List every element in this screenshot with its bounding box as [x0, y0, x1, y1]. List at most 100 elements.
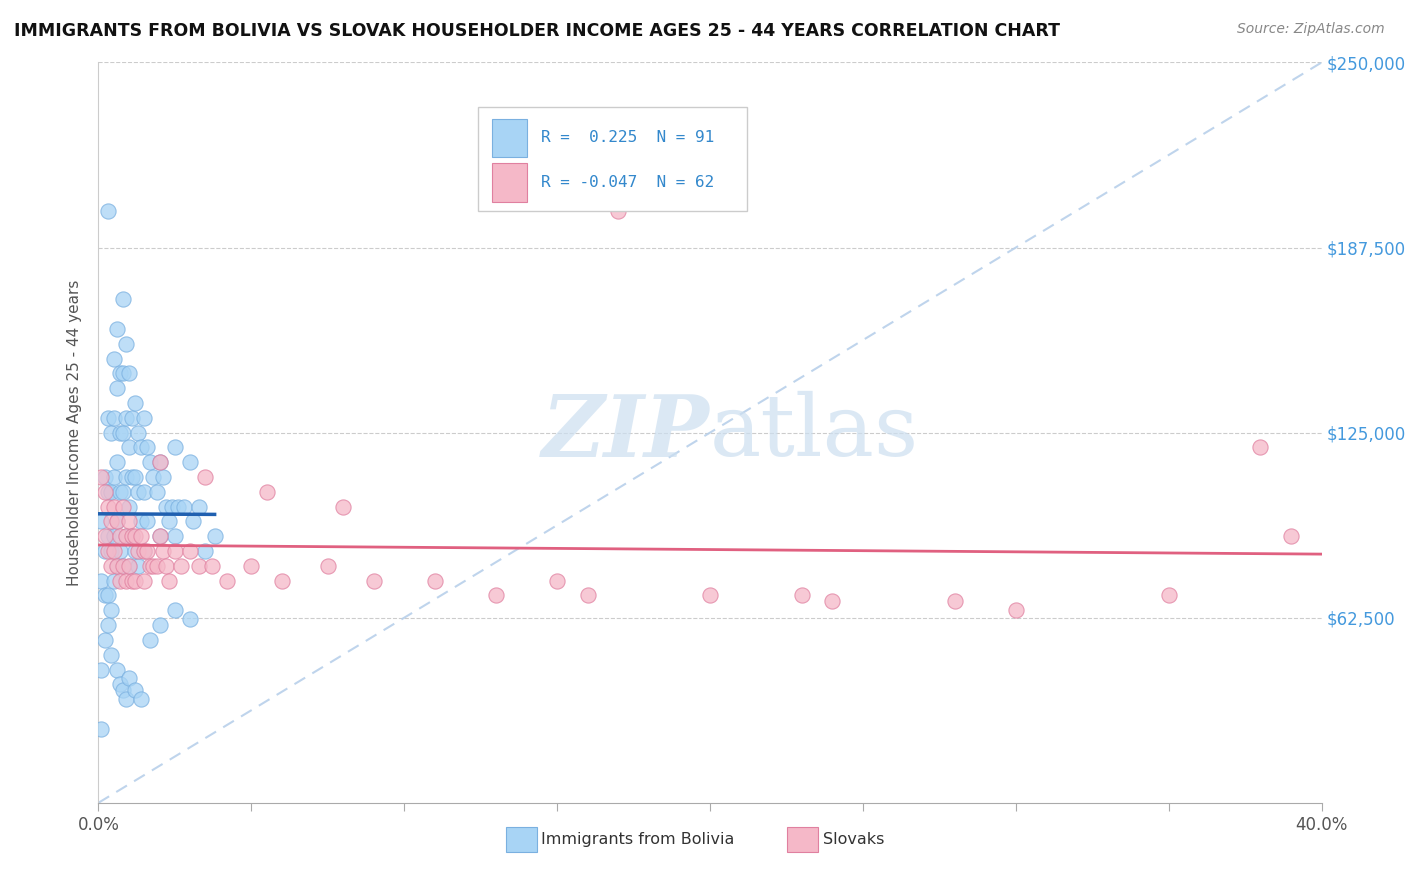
Point — [129, 692, 152, 706]
Point — [100, 425, 122, 440]
Point — [121, 574, 143, 588]
Point — [100, 515, 122, 529]
Point — [90, 515, 112, 529]
Point — [108, 425, 131, 440]
Text: Slovaks: Slovaks — [823, 832, 884, 847]
Point — [118, 558, 141, 573]
Point — [90, 663, 112, 677]
Point — [118, 500, 141, 514]
Point — [145, 484, 167, 499]
Point — [93, 544, 115, 558]
Point — [103, 529, 125, 543]
Point — [108, 484, 131, 499]
Point — [121, 529, 143, 543]
Point — [943, 594, 966, 608]
Point — [149, 529, 172, 543]
Text: R = -0.047  N = 62: R = -0.047 N = 62 — [541, 175, 714, 190]
Y-axis label: Householder Income Ages 25 - 44 years: Householder Income Ages 25 - 44 years — [67, 279, 83, 586]
Point — [118, 441, 141, 455]
Point — [179, 612, 201, 626]
Point — [136, 441, 159, 455]
Point — [105, 515, 128, 529]
Point — [93, 484, 115, 499]
Point — [115, 692, 138, 706]
Point — [103, 574, 125, 588]
Point — [129, 515, 152, 529]
Point — [124, 470, 146, 484]
Point — [699, 589, 721, 603]
Point — [103, 470, 125, 484]
Text: R =  0.225  N = 91: R = 0.225 N = 91 — [541, 130, 714, 145]
Point — [1004, 603, 1026, 617]
Point — [108, 544, 131, 558]
Point — [155, 500, 177, 514]
Point — [103, 500, 125, 514]
Point — [152, 544, 174, 558]
Text: Source: ZipAtlas.com: Source: ZipAtlas.com — [1237, 22, 1385, 37]
Point — [240, 558, 263, 573]
Point — [188, 500, 211, 514]
Point — [790, 589, 813, 603]
Point — [97, 500, 120, 514]
Point — [105, 558, 128, 573]
Point — [134, 574, 156, 588]
Point — [121, 529, 143, 543]
Point — [93, 529, 115, 543]
Point — [105, 663, 128, 677]
Point — [124, 683, 146, 698]
Point — [105, 515, 128, 529]
Point — [93, 632, 115, 647]
Point — [485, 589, 508, 603]
Point — [1157, 589, 1180, 603]
Point — [139, 455, 162, 469]
Point — [270, 574, 292, 588]
Point — [111, 425, 134, 440]
Point — [546, 574, 568, 588]
Point — [124, 529, 146, 543]
Point — [157, 515, 180, 529]
Point — [124, 574, 146, 588]
Point — [118, 367, 141, 381]
Point — [97, 203, 120, 218]
Point — [100, 558, 122, 573]
Point — [111, 683, 134, 698]
Point — [108, 529, 131, 543]
Point — [423, 574, 446, 588]
Point — [163, 441, 186, 455]
Point — [142, 558, 165, 573]
Point — [129, 441, 152, 455]
Point — [97, 618, 120, 632]
Point — [97, 529, 120, 543]
Point — [93, 589, 115, 603]
Bar — [478, 107, 747, 211]
Point — [170, 558, 193, 573]
Point — [97, 410, 120, 425]
Point — [108, 574, 131, 588]
Point — [118, 672, 141, 686]
Point — [152, 470, 174, 484]
Point — [111, 500, 134, 514]
Point — [97, 544, 120, 558]
Point — [607, 203, 630, 218]
Point — [111, 558, 134, 573]
Point — [163, 603, 186, 617]
Point — [163, 544, 186, 558]
Text: Immigrants from Bolivia: Immigrants from Bolivia — [541, 832, 735, 847]
Text: ZIP: ZIP — [543, 391, 710, 475]
Point — [105, 381, 128, 395]
Point — [142, 470, 165, 484]
Point — [332, 500, 354, 514]
Point — [103, 544, 125, 558]
Point — [103, 410, 125, 425]
Point — [576, 589, 599, 603]
Point — [105, 558, 128, 573]
Point — [204, 529, 226, 543]
Point — [821, 594, 844, 608]
Point — [136, 544, 159, 558]
Point — [111, 558, 134, 573]
Point — [127, 484, 149, 499]
Point — [139, 558, 162, 573]
Point — [111, 484, 134, 499]
Point — [115, 529, 138, 543]
Point — [118, 515, 141, 529]
